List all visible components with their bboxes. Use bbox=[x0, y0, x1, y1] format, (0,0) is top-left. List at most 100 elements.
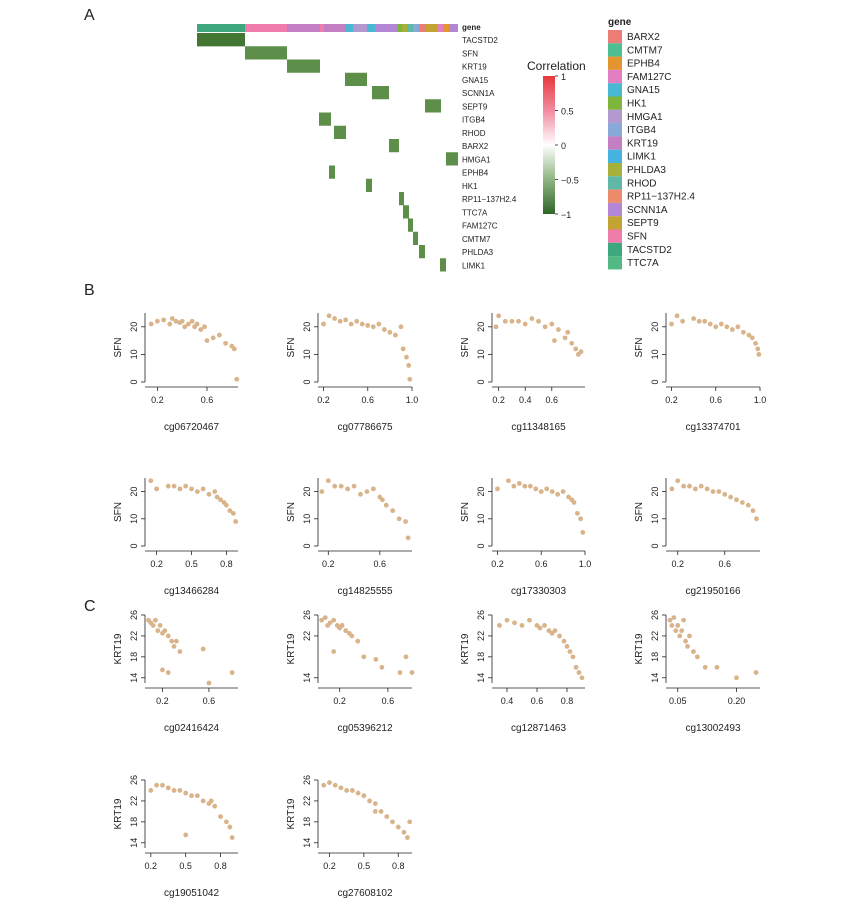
scatter-point bbox=[549, 321, 555, 327]
scatter-point bbox=[687, 483, 692, 489]
x-tick-label: 1.0 bbox=[579, 559, 592, 569]
scatter-point bbox=[319, 489, 325, 494]
colorbar-tick-label: −0.5 bbox=[561, 176, 579, 186]
y-tick-label: 18 bbox=[650, 652, 660, 662]
gene-legend-label: SEPT9 bbox=[627, 218, 659, 229]
scatter-point bbox=[407, 376, 413, 382]
scatter-point bbox=[669, 486, 675, 492]
scatter-point bbox=[372, 808, 378, 814]
y-tick-label: 10 bbox=[650, 514, 660, 524]
scatter-point bbox=[379, 664, 385, 670]
gene-legend-swatch bbox=[608, 83, 622, 97]
heatmap-cell bbox=[245, 46, 287, 60]
annotation-cell bbox=[367, 24, 375, 32]
panel-label-c: C bbox=[84, 598, 96, 615]
heatmap-cell bbox=[425, 99, 441, 113]
scatter-point bbox=[578, 349, 584, 355]
scatter-point bbox=[351, 483, 357, 489]
scatter-point bbox=[338, 483, 344, 489]
y-tick-label: 26 bbox=[650, 610, 660, 620]
scatter-point bbox=[749, 335, 755, 341]
x-tick-label: 0.2 bbox=[150, 559, 163, 569]
scatter-point bbox=[325, 478, 331, 484]
heatmap-row-label: SFN bbox=[462, 49, 478, 58]
heatmap-row-label: SCNN1A bbox=[462, 89, 495, 98]
scatter-point bbox=[162, 628, 168, 634]
y-tick-label: 22 bbox=[302, 796, 312, 806]
scatter-point bbox=[707, 321, 713, 327]
scatter-point bbox=[384, 814, 390, 820]
heatmap-row-label: CMTM7 bbox=[462, 235, 491, 244]
scatter-point bbox=[332, 782, 338, 788]
y-tick-label: 20 bbox=[650, 487, 660, 497]
scatter-point bbox=[552, 628, 558, 634]
scatter-point bbox=[406, 363, 412, 368]
x-axis-label: cg13002493 bbox=[685, 723, 740, 734]
heatmap-row-label: EPHB4 bbox=[462, 169, 489, 178]
scatter-point bbox=[527, 617, 532, 623]
scatter-plot: 0.05 0.20 14 18 22 26 cg13002493 KRT19 bbox=[634, 610, 760, 734]
x-tick-label: 0.2 bbox=[156, 696, 169, 706]
scatter-point bbox=[687, 633, 692, 639]
scatter-point bbox=[322, 615, 328, 621]
scatter-point bbox=[212, 803, 218, 809]
scatter-point bbox=[218, 497, 223, 503]
scatter-point bbox=[338, 785, 344, 791]
scatter-point bbox=[522, 321, 528, 327]
correlation-heatmap: TACSTD2 SFN KRT19 GNA15 SCNN1A SEPT9 ITGB4 RHOD… bbox=[197, 24, 517, 272]
gene-legend-label: KRT19 bbox=[627, 138, 658, 149]
scatter-point bbox=[669, 623, 675, 628]
x-tick-label: 0.8 bbox=[561, 696, 574, 706]
x-tick-label: 0.6 bbox=[201, 395, 214, 405]
scatter-point bbox=[519, 623, 525, 628]
scatter-plot: 0.2 0.5 0.8 14 18 22 26 cg19051042 KRT19 bbox=[113, 775, 238, 899]
scatter-point bbox=[527, 483, 533, 489]
heatmap-cell bbox=[329, 165, 335, 179]
scatter-point bbox=[552, 338, 557, 343]
x-tick-label: 0.8 bbox=[220, 559, 233, 569]
y-axis-label: KRT19 bbox=[634, 633, 645, 664]
gene-legend-label: TACSTD2 bbox=[627, 245, 672, 256]
scatter-point bbox=[574, 510, 580, 516]
scatter-point bbox=[348, 321, 354, 327]
scatter-point bbox=[331, 649, 337, 655]
scatter-point bbox=[571, 500, 577, 505]
gene-legend-label: ITGB4 bbox=[627, 125, 656, 136]
x-axis-label: cg06720467 bbox=[164, 422, 219, 433]
y-axis-label: SFN bbox=[460, 502, 471, 522]
scatter-point bbox=[493, 324, 499, 330]
gene-legend-label: EPHB4 bbox=[627, 59, 660, 70]
scatter-point bbox=[681, 617, 687, 623]
scatter-point bbox=[404, 354, 409, 360]
heatmap-cell bbox=[319, 112, 331, 126]
gene-legend-label: LIMK1 bbox=[627, 152, 656, 163]
y-tick-label: 0 bbox=[302, 543, 312, 548]
gene-legend-swatch bbox=[608, 256, 622, 270]
colorbar-tick-label: −1 bbox=[561, 210, 571, 220]
y-tick-label: 14 bbox=[302, 838, 312, 848]
scatter-point bbox=[165, 483, 171, 489]
scatter-point bbox=[398, 324, 404, 330]
x-tick-label: 1.0 bbox=[754, 395, 767, 405]
scatter-point bbox=[212, 489, 218, 494]
annotation-cell bbox=[426, 24, 437, 32]
scatter-point bbox=[160, 667, 165, 673]
scatter-point bbox=[729, 327, 735, 332]
scatter-point bbox=[179, 318, 185, 324]
scatter-point bbox=[403, 519, 408, 524]
heatmap-row-label: KRT19 bbox=[462, 63, 487, 72]
y-axis-label: SFN bbox=[286, 502, 297, 522]
scatter-point bbox=[361, 654, 367, 660]
y-tick-label: 20 bbox=[302, 322, 312, 332]
scatter-point bbox=[223, 819, 229, 825]
scatter-point bbox=[332, 483, 338, 489]
scatter-point bbox=[728, 494, 734, 500]
x-axis-label: cg17330303 bbox=[511, 586, 566, 597]
x-tick-label: 0.2 bbox=[322, 559, 335, 569]
scatter-point bbox=[344, 788, 350, 793]
scatter-point bbox=[230, 510, 236, 516]
scatter-point bbox=[194, 321, 200, 327]
scatter-point bbox=[673, 628, 679, 634]
y-tick-label: 20 bbox=[302, 487, 312, 497]
